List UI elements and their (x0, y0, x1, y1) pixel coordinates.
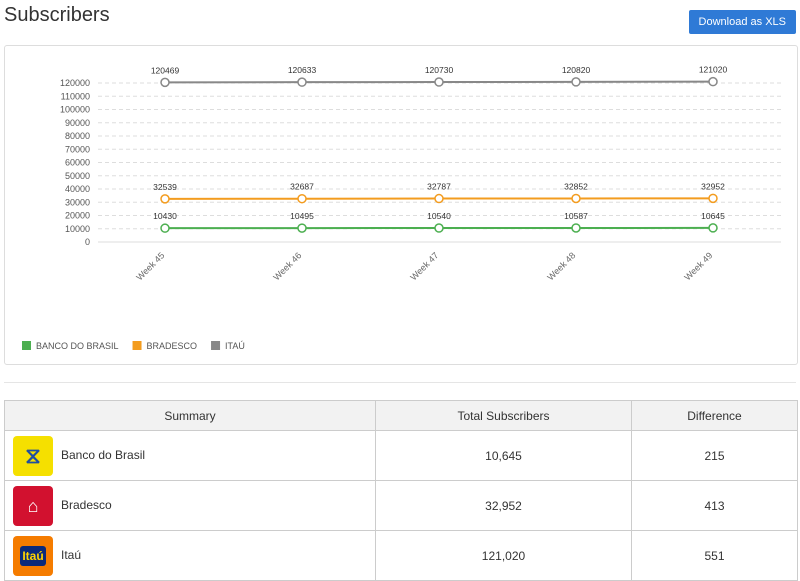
data-point (435, 224, 443, 232)
data-label: 32952 (701, 181, 725, 191)
data-point (435, 78, 443, 86)
legend-label: ITAÚ (225, 341, 245, 351)
y-tick-label: 70000 (65, 144, 90, 154)
data-label: 10645 (701, 211, 725, 221)
difference: 215 (632, 431, 798, 481)
data-label: 120469 (151, 65, 180, 75)
data-point (709, 194, 717, 202)
x-tick-label: Week 46 (271, 250, 303, 282)
data-label: 10430 (153, 211, 177, 221)
divider (4, 382, 796, 383)
difference: 413 (632, 481, 798, 531)
header-total: Total Subscribers (376, 401, 632, 431)
x-tick-label: Week 48 (545, 250, 577, 282)
data-label: 120730 (425, 65, 454, 75)
table-row: Itaú Itaú 121,020 551 (5, 531, 798, 581)
legend-swatch (211, 341, 220, 350)
total-subscribers: 10,645 (376, 431, 632, 481)
data-point (298, 224, 306, 232)
y-tick-label: 110000 (61, 91, 90, 101)
data-point (298, 78, 306, 86)
bradesco-logo: ⌂ (13, 486, 53, 526)
data-label: 10587 (564, 211, 588, 221)
table-row: ⌂ Bradesco 32,952 413 (5, 481, 798, 531)
x-tick-label: Week 45 (134, 250, 166, 282)
data-point (435, 195, 443, 203)
header-summary: Summary (5, 401, 376, 431)
download-xls-button[interactable]: Download as XLS (689, 10, 796, 34)
y-tick-label: 100000 (60, 105, 90, 115)
summary-table: Summary Total Subscribers Difference ⧖ Ba… (4, 400, 798, 581)
data-point (709, 224, 717, 232)
chart-card: 0 10000 20000 30000 40000 50000 60000 70000 8000… (4, 45, 798, 365)
y-tick-label: 10000 (65, 224, 90, 234)
header-difference: Difference (632, 401, 798, 431)
data-label: 32539 (153, 182, 177, 192)
data-point (572, 194, 580, 202)
bb-logo: ⧖ (13, 436, 53, 476)
x-tick-label: Week 47 (408, 250, 440, 282)
itau-logo: Itaú (13, 536, 53, 576)
page-title: Subscribers (4, 4, 110, 27)
data-label: 32852 (564, 181, 588, 191)
data-label: 121020 (699, 65, 728, 75)
y-tick-label: 30000 (65, 197, 90, 207)
table-row: ⧖ Banco do Brasil 10,645 215 (5, 431, 798, 481)
bank-name: Itaú (61, 548, 81, 562)
data-label: 32787 (427, 182, 451, 192)
legend-label: BANCO DO BRASIL (36, 341, 119, 351)
y-tick-label: 0 (85, 237, 90, 247)
y-tick-label: 20000 (65, 211, 90, 221)
legend-swatch (22, 341, 31, 350)
data-label: 120633 (288, 65, 317, 75)
data-label: 32687 (290, 182, 314, 192)
y-tick-label: 120000 (60, 78, 90, 88)
data-point (572, 224, 580, 232)
itau-logo-text: Itaú (20, 546, 45, 566)
bank-name: Bradesco (61, 498, 112, 512)
data-point (298, 195, 306, 203)
legend-swatch (133, 341, 142, 350)
total-subscribers: 121,020 (376, 531, 632, 581)
y-tick-label: 80000 (65, 131, 90, 141)
bank-name: Banco do Brasil (61, 448, 145, 462)
data-point (161, 78, 169, 86)
legend-label: BRADESCO (147, 341, 198, 351)
data-point (572, 78, 580, 86)
data-point (161, 224, 169, 232)
difference: 551 (632, 531, 798, 581)
y-tick-label: 40000 (65, 184, 90, 194)
y-tick-label: 60000 (65, 158, 90, 168)
x-tick-label: Week 49 (682, 250, 714, 282)
y-tick-label: 50000 (65, 171, 90, 181)
y-tick-label: 90000 (65, 118, 90, 128)
line-chart: 0 10000 20000 30000 40000 50000 60000 70000 8000… (5, 46, 797, 364)
data-point (709, 78, 717, 86)
data-point (161, 195, 169, 203)
data-label: 10495 (290, 211, 314, 221)
data-label: 120820 (562, 65, 591, 75)
total-subscribers: 32,952 (376, 481, 632, 531)
data-label: 10540 (427, 211, 451, 221)
